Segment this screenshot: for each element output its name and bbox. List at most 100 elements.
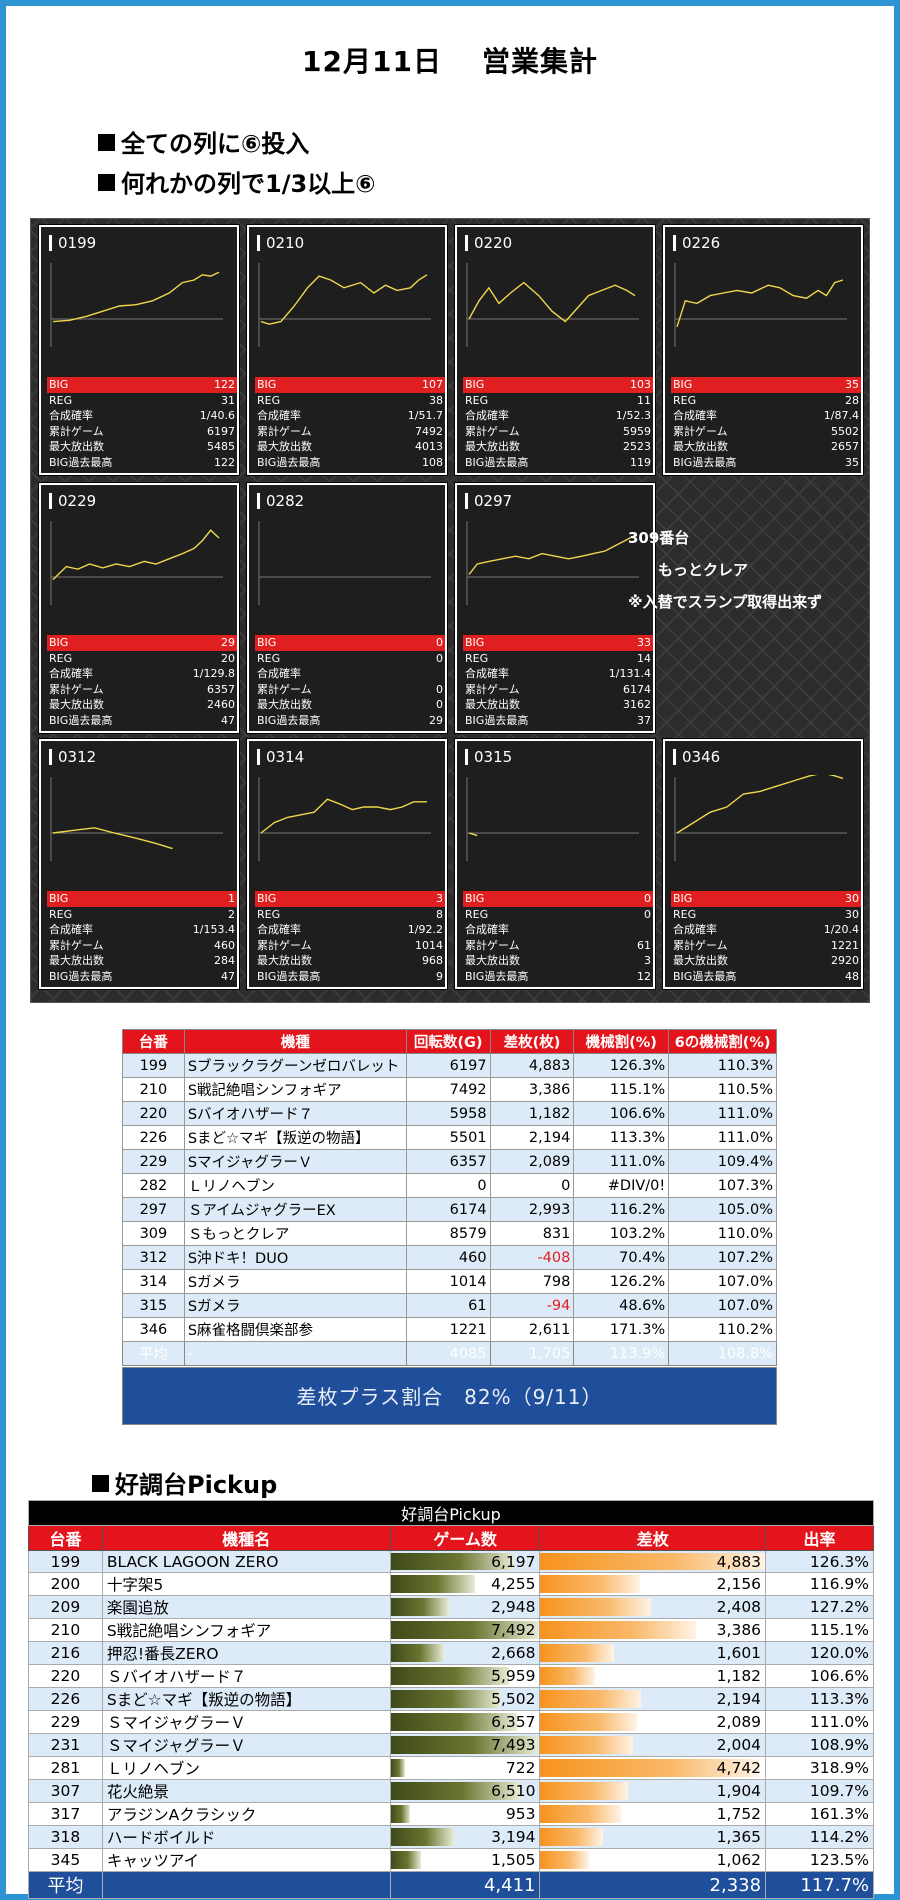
summary-cell-name: ＳアイムジャグラーEX [183, 1197, 407, 1222]
diff-value: 1,752 [716, 1805, 762, 1823]
stat-label: 最大放出数 [673, 954, 728, 967]
stat-row-reg: REG 38 [255, 393, 445, 409]
stat-value: 0 [436, 651, 443, 665]
stat-value: 108 [422, 455, 443, 469]
machine-stats: BIG 35 REG 28 合成確率 1/87.4 累計ゲーム 5502 最大放出数 2657 BI… [671, 377, 861, 470]
summary-cell-diff: 1,182 [489, 1101, 575, 1126]
pickup-row: 307 花火絶景 6,510 1,904 109.7% [28, 1779, 874, 1803]
stat-value: 3 [644, 954, 651, 967]
stat-row-prob: 合成確率 1/153.4 [47, 922, 237, 938]
summary-cell-rate: 48.6% [573, 1293, 670, 1318]
stat-row-reg: REG 0 [255, 651, 445, 667]
diff-value: 4,742 [716, 1759, 762, 1777]
stat-row-prob: 合成確率 1/51.7 [255, 408, 445, 424]
pickup-average-row: 平均 4,411 2,338 117.7% [28, 1871, 874, 1899]
pickup-row: 226 Sまど☆マギ【叛逆の物語】 5,502 2,194 113.3% [28, 1687, 874, 1711]
summary-cell-name: Sブラックラグーンゼロバレット [183, 1053, 407, 1078]
stat-label: REG [49, 907, 73, 921]
pickup-cell-rate: 111.0% [765, 1710, 874, 1734]
summary-cell-no: 346 [122, 1317, 185, 1342]
pickup-cell-rate: 115.1% [765, 1618, 874, 1642]
pickup-cell-no: 281 [28, 1756, 103, 1780]
pickup-header-cell: 出率 [765, 1525, 874, 1551]
summary-cell-name: S麻雀格闘倶楽部参 [183, 1317, 407, 1342]
stat-value: 11 [637, 393, 651, 407]
pickup-avg-games: 4,411 [389, 1871, 541, 1899]
pickup-cell-name: ハードボイルド [101, 1825, 391, 1849]
stat-row-games: 累計ゲーム 0 [255, 682, 445, 698]
pickup-cell-games: 2,948 [389, 1595, 541, 1619]
summary-cell-diff: 2,993 [489, 1197, 575, 1222]
summary-cell-diff: 2,194 [489, 1125, 575, 1150]
stat-row-reg: REG 8 [255, 907, 445, 923]
pickup-cell-diff: 2,089 [539, 1710, 767, 1734]
pickup-cell-games: 2,668 [389, 1641, 541, 1665]
summary-cell-rate6: 107.0% [668, 1269, 777, 1294]
machine-number: 0220 [465, 235, 512, 251]
stat-value: 7492 [415, 424, 443, 438]
diff-value: 4,883 [716, 1552, 762, 1571]
summary-avg-name: - [183, 1341, 407, 1366]
stat-label: 合成確率 [257, 667, 301, 680]
stat-label: 最大放出数 [257, 698, 312, 711]
stat-value: 47 [221, 969, 235, 983]
stat-value: 1221 [831, 938, 859, 952]
stat-label: BIG過去最高 [49, 455, 113, 469]
pickup-cell-rate: 114.2% [765, 1825, 874, 1849]
summary-cell-no: 312 [122, 1245, 185, 1270]
games-bar [391, 1713, 517, 1731]
summary-header-cell: 機械割(%) [573, 1029, 670, 1054]
pickup-cell-name: 楽園追放 [101, 1595, 391, 1619]
pickup-cell-diff: 1,365 [539, 1825, 767, 1849]
summary-header-cell: 回転数(G) [405, 1029, 491, 1054]
pickup-cell-diff: 1,904 [539, 1779, 767, 1803]
summary-cell-diff: 2,089 [489, 1149, 575, 1174]
pickup-cell-no: 210 [28, 1618, 103, 1642]
stat-value: 30 [845, 892, 859, 905]
stat-row-reg: REG 14 [463, 651, 653, 667]
games-bar [391, 1759, 405, 1777]
summary-cell-no: 229 [122, 1149, 185, 1174]
stat-value: 284 [214, 954, 235, 967]
stat-label: BIG [673, 378, 693, 391]
stat-label: BIG過去最高 [465, 713, 529, 727]
stat-row-reg: REG 0 [463, 907, 653, 923]
pickup-row: 200 十字架5 4,255 2,156 116.9% [28, 1572, 874, 1596]
summary-cell-rate: 171.3% [573, 1317, 670, 1342]
stat-label: 合成確率 [673, 409, 717, 422]
stat-value: 29 [429, 713, 443, 727]
rule-1-text: 全ての列に⑥投入 [121, 130, 310, 158]
pickup-cell-rate: 106.6% [765, 1664, 874, 1688]
summary-cell-diff: 2,611 [489, 1317, 575, 1342]
stat-value: 20 [221, 651, 235, 665]
diff-value: 2,089 [716, 1713, 762, 1731]
rule-2-text: 何れかの列で1/3以上⑥ [121, 170, 376, 198]
summary-cell-rate: 126.3% [573, 1053, 670, 1078]
machine-card: 0346 BIG 30 REG 30 合成確率 1/20.4 累計ゲーム 1221 最大放出数 29… [663, 739, 863, 989]
stat-row-max: 最大放出数 2657 [671, 439, 861, 455]
stat-value: 1 [228, 892, 235, 905]
summary-cell-diff: 0 [489, 1173, 575, 1198]
stat-row-max: 最大放出数 0 [255, 697, 445, 713]
stat-value: 0 [644, 892, 651, 905]
pickup-avg-rate: 117.7% [765, 1871, 874, 1899]
pickup-row: 220 Ｓバイオハザード７ 5,959 1,182 106.6% [28, 1664, 874, 1688]
slump-graph [257, 519, 431, 607]
slump-graph [257, 261, 431, 349]
stat-row-prob: 合成確率 1/92.2 [255, 922, 445, 938]
diff-value: 2,156 [716, 1575, 762, 1593]
summary-row: 312 S沖ドキ！DUO 460 -408 70.4% 107.2% [122, 1245, 777, 1270]
diff-value: 3,386 [716, 1621, 762, 1639]
stat-row-bigmax: BIG過去最高 37 [463, 713, 653, 729]
stat-label: BIG [49, 636, 69, 649]
summary-cell-name: Sガメラ [183, 1293, 407, 1318]
stat-label: REG [465, 651, 489, 665]
stat-label: 合成確率 [257, 923, 301, 936]
pickup-cell-no: 231 [28, 1733, 103, 1757]
games-value: 2,668 [491, 1644, 536, 1662]
summary-cell-games: 5501 [405, 1125, 491, 1150]
stat-label: 合成確率 [465, 409, 509, 422]
summary-cell-games: 0 [405, 1173, 491, 1198]
stat-row-prob: 合成確率 [255, 666, 445, 682]
stat-label: BIG過去最高 [673, 969, 737, 983]
